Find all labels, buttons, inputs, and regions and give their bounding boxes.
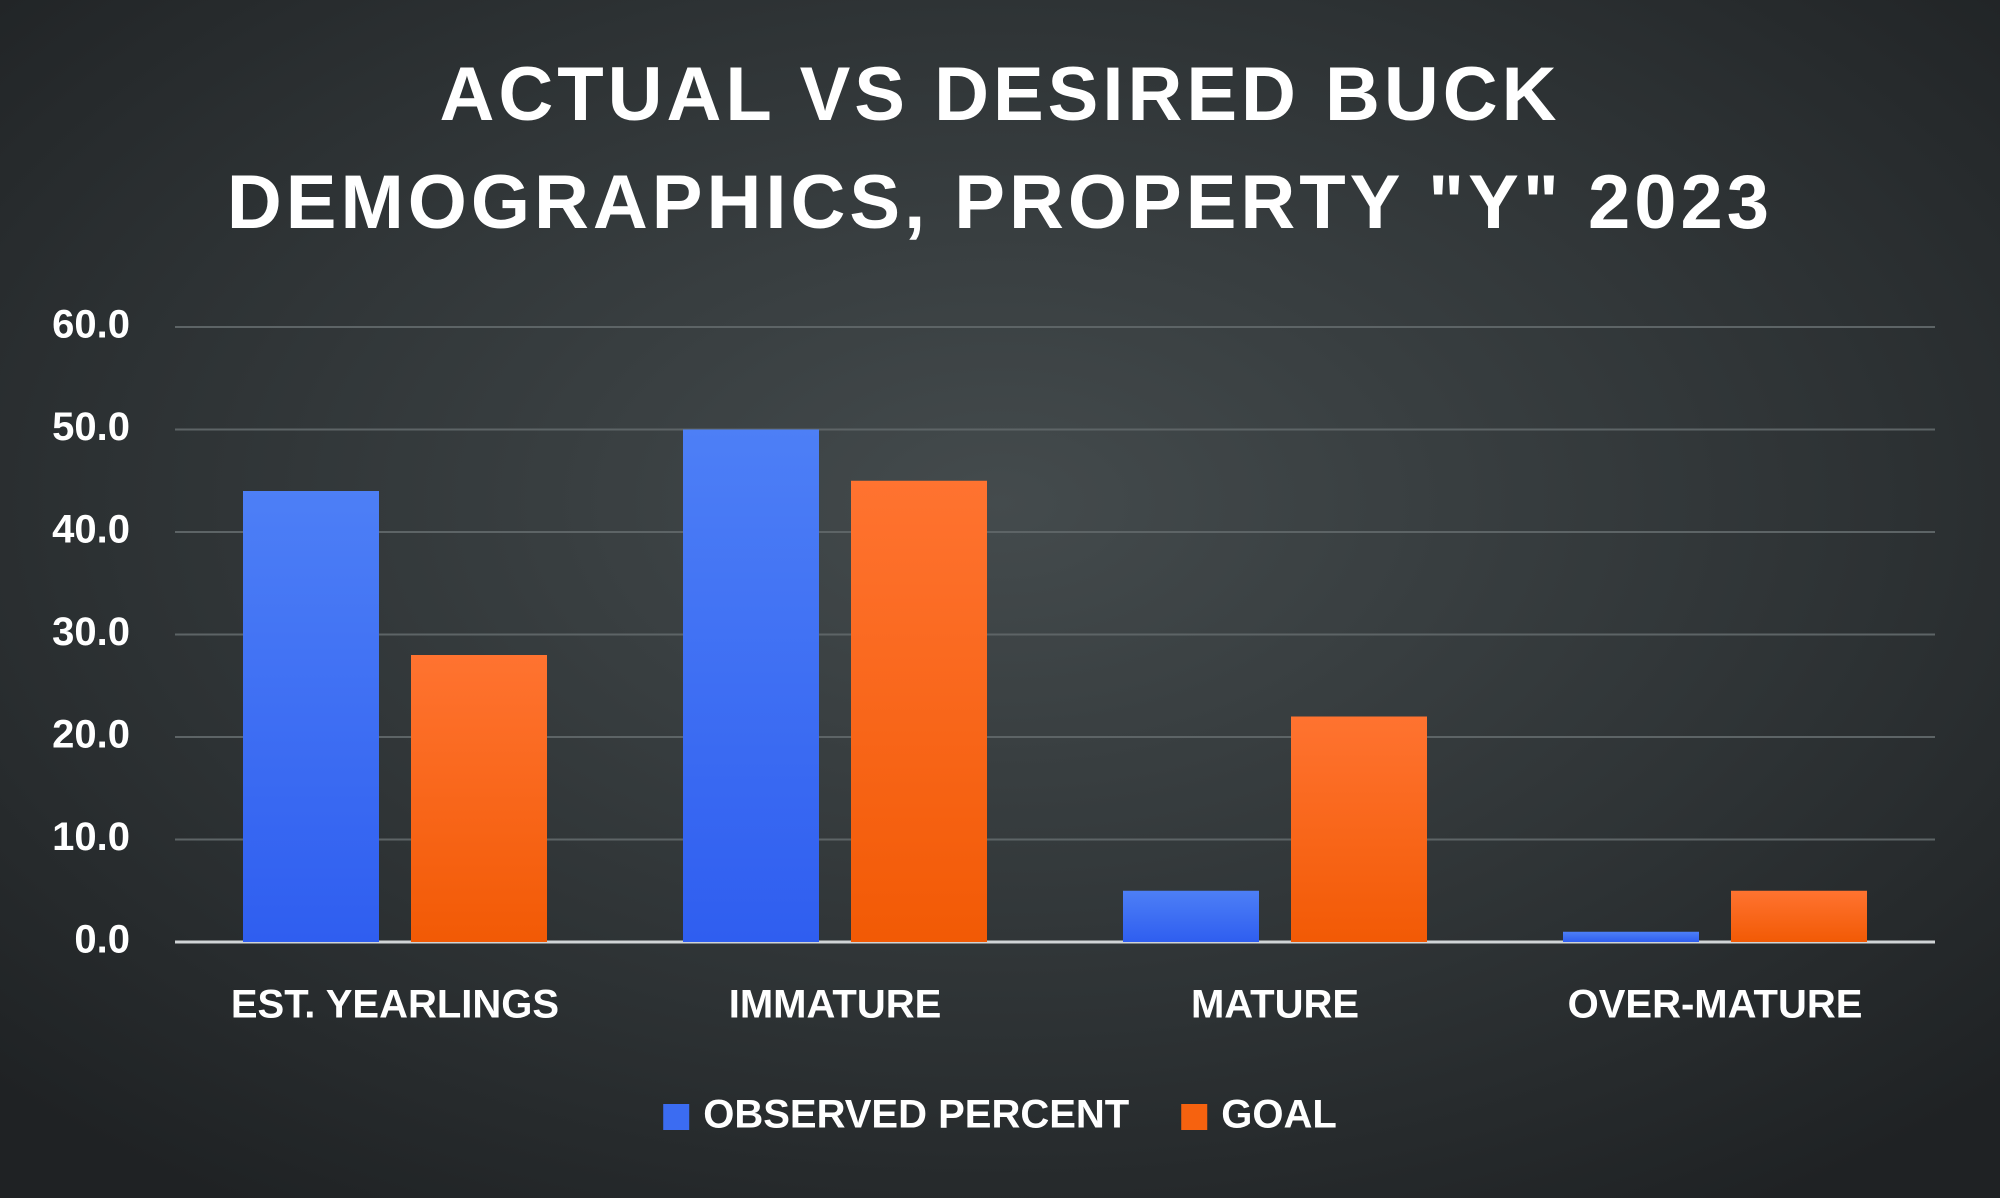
x-tick-label: IMMATURE xyxy=(729,983,942,1027)
y-axis-tick-labels: 0.0 10.0 20.0 30.0 40.0 50.0 60.0 xyxy=(52,303,130,962)
chart-title-line-1: ACTUAL VS DESIRED BUCK xyxy=(439,52,1560,137)
bar-goal xyxy=(411,655,547,942)
x-tick-label: EST. YEARLINGS xyxy=(231,983,559,1027)
y-tick-label: 60.0 xyxy=(52,303,130,347)
y-tick-label: 50.0 xyxy=(52,405,130,449)
legend-label: OBSERVED PERCENT xyxy=(703,1093,1129,1137)
bar-observed-percent xyxy=(1563,931,1699,942)
y-tick-label: 20.0 xyxy=(52,713,130,757)
y-tick-label: 30.0 xyxy=(52,610,130,654)
x-axis-tick-labels: EST. YEARLINGS IMMATURE MATURE OVER-MATURE xyxy=(231,983,1863,1027)
bars xyxy=(243,429,1867,942)
bar-observed-percent xyxy=(683,429,819,942)
legend-swatch xyxy=(663,1104,690,1130)
bar-observed-percent xyxy=(243,491,379,942)
chart-title: ACTUAL VS DESIRED BUCK DEMOGRAPHICS, PROP… xyxy=(227,52,1773,245)
y-tick-label: 40.0 xyxy=(52,508,130,552)
bar-goal xyxy=(1291,716,1427,942)
y-tick-label: 10.0 xyxy=(52,815,130,859)
x-tick-label: MATURE xyxy=(1191,983,1359,1027)
bar-observed-percent xyxy=(1123,890,1259,942)
legend: OBSERVED PERCENT GOAL xyxy=(663,1093,1337,1137)
bar-goal xyxy=(1731,890,1867,942)
x-tick-label: OVER-MATURE xyxy=(1568,983,1863,1027)
legend-swatch xyxy=(1181,1104,1208,1130)
chart-title-line-2: DEMOGRAPHICS, PROPERTY "Y" 2023 xyxy=(227,160,1773,245)
y-tick-label: 0.0 xyxy=(74,918,130,962)
bar-goal xyxy=(851,480,987,942)
legend-label: GOAL xyxy=(1221,1093,1337,1137)
